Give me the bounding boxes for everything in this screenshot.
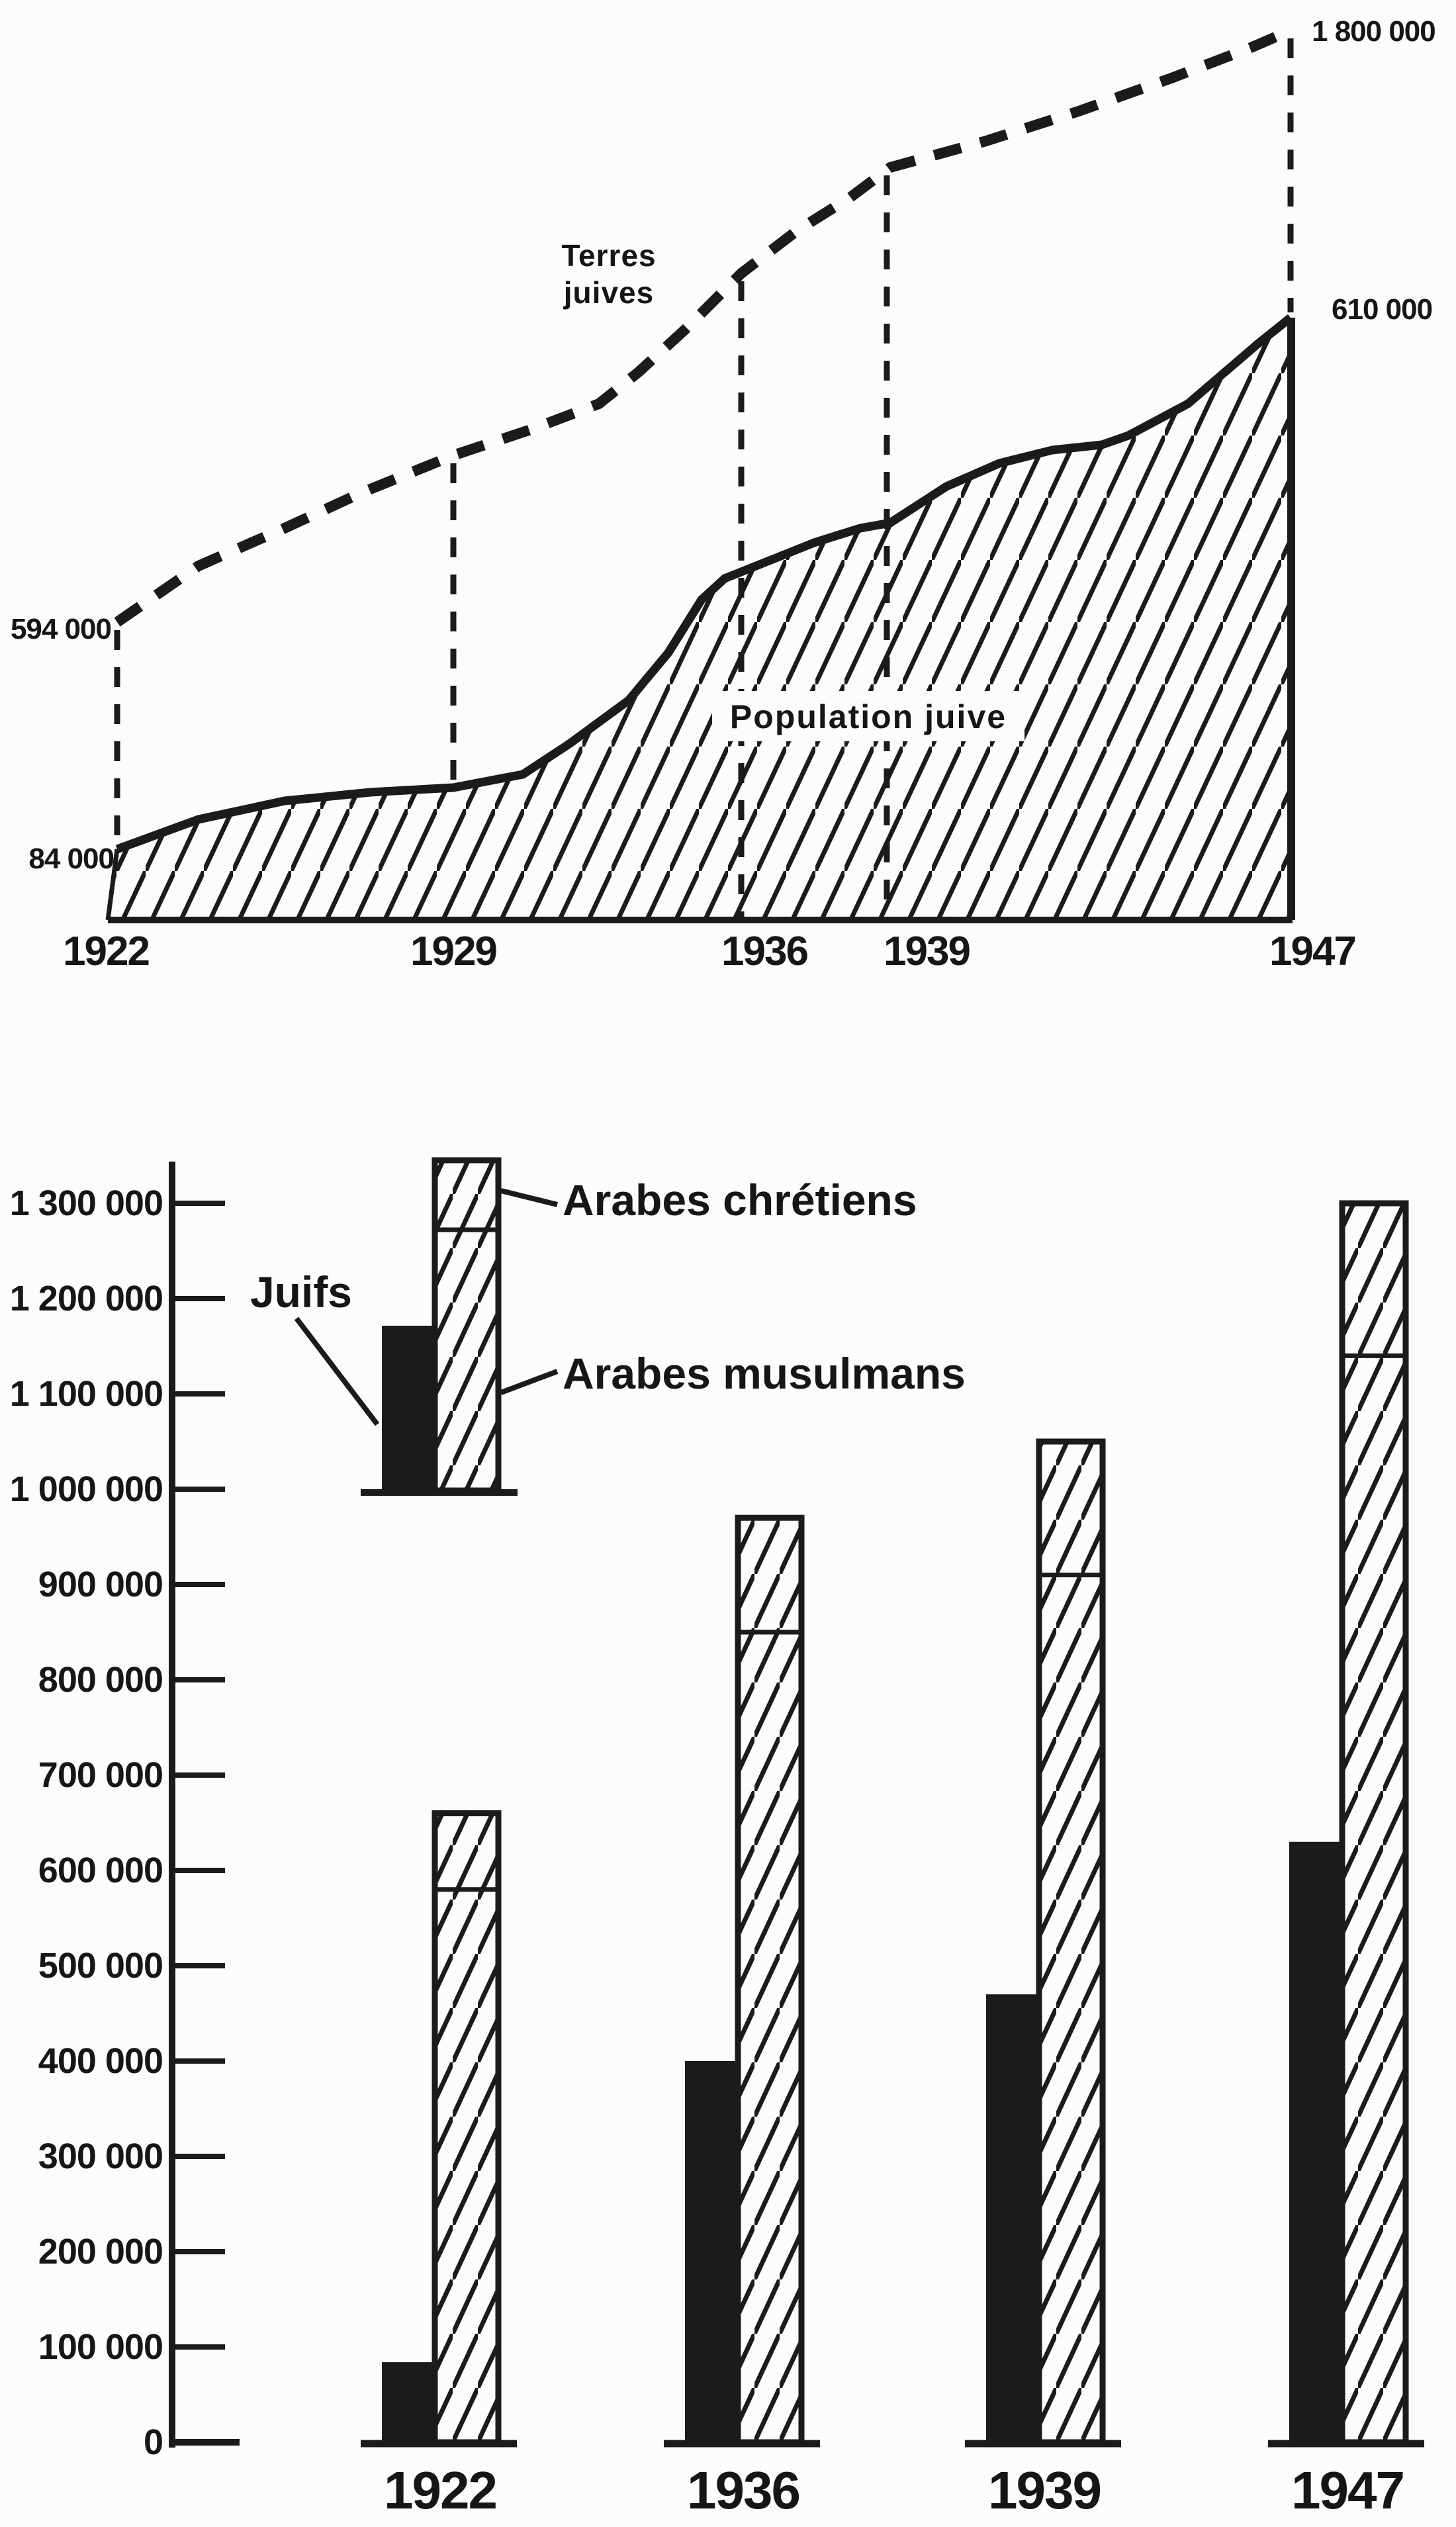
population-juive-label: Population juive [730, 698, 1007, 735]
bar-arabes-1936 [735, 1514, 805, 2446]
top-axis-year-1936: 1936 [721, 929, 807, 974]
bar-arabes-1922 [432, 1810, 502, 2446]
y-tick-label-700 000: 700 000 [38, 1755, 163, 1795]
bar-juifs-1936 [685, 2061, 738, 2442]
left-bottom-value-label: 84 000 [28, 843, 114, 875]
area-left-edge [105, 849, 120, 921]
legend-arabes-sample-bar [432, 1157, 502, 1494]
chretiens-callout-line [500, 1188, 558, 1207]
terres-juives-dashed-curve [114, 25, 1293, 627]
legend-juifs-sample-bar [382, 1326, 435, 1491]
population-juive-boundary [115, 314, 1294, 854]
area-label-backdrop [712, 691, 1024, 741]
left-top-value-label: 594 000 [11, 613, 111, 645]
y-tick-label-300 000: 300 000 [38, 2136, 163, 2176]
y-tick-label-400 000: 400 000 [38, 2041, 163, 2081]
terres-juives-label-line2: juives [563, 275, 654, 310]
bar-arabes-1947 [1339, 1200, 1409, 2446]
top-axis-year-1939: 1939 [884, 929, 970, 974]
population-juive-area [108, 318, 1293, 920]
terres-juives-label-line1: Terres [561, 238, 656, 273]
population-bar-chart: 0 100 000 200 000 300 000 400 000 500 000 600 … [10, 1157, 1424, 2520]
x-axis-year-1939: 1939 [988, 2461, 1101, 2520]
y-tick-label-1 300 000: 1 300 000 [10, 1183, 163, 1223]
right-bottom-value-label: 610 000 [1332, 293, 1432, 326]
top-axis-year-1922: 1922 [63, 929, 149, 974]
y-tick-label-500 000: 500 000 [38, 1946, 163, 1986]
top-axis-year-1929: 1929 [410, 929, 496, 974]
y-tick-label-600 000: 600 000 [38, 1851, 163, 1890]
x-axis-year-1936: 1936 [687, 2461, 799, 2520]
legend-juifs-label: Juifs [250, 1267, 352, 1316]
y-tick-label-1 200 000: 1 200 000 [10, 1279, 163, 1318]
x-axis-year-1922: 1922 [384, 2461, 496, 2520]
x-axis-year-1947: 1947 [1291, 2461, 1404, 2520]
y-tick-label-1 000 000: 1 000 000 [10, 1469, 163, 1509]
land-population-area-chart: 1922 1929 1936 1939 1947 [63, 25, 1357, 974]
right-top-value-label: 1 800 000 [1312, 15, 1435, 48]
bar-arabes-1939 [1036, 1438, 1106, 2446]
bar-juifs-1922 [382, 2362, 435, 2442]
juifs-callout-line [294, 1316, 380, 1426]
y-tick-label-1 100 000: 1 100 000 [10, 1374, 163, 1414]
y-tick-label-0: 0 [144, 2422, 163, 2462]
legend-arabes-chretiens-label: Arabes chrétiens [563, 1175, 917, 1224]
y-tick-label-100 000: 100 000 [38, 2327, 163, 2367]
legend-arabes-musulmans-label: Arabes musulmans [563, 1349, 966, 1398]
top-axis-year-1947: 1947 [1269, 929, 1355, 974]
y-tick-label-200 000: 200 000 [38, 2232, 163, 2272]
bar-juifs-1947 [1289, 1841, 1342, 2442]
musulmans-callout-line [500, 1369, 559, 1395]
bar-juifs-1939 [986, 1994, 1039, 2442]
y-tick-label-900 000: 900 000 [38, 1565, 163, 1604]
y-tick-label-800 000: 800 000 [38, 1660, 163, 1700]
